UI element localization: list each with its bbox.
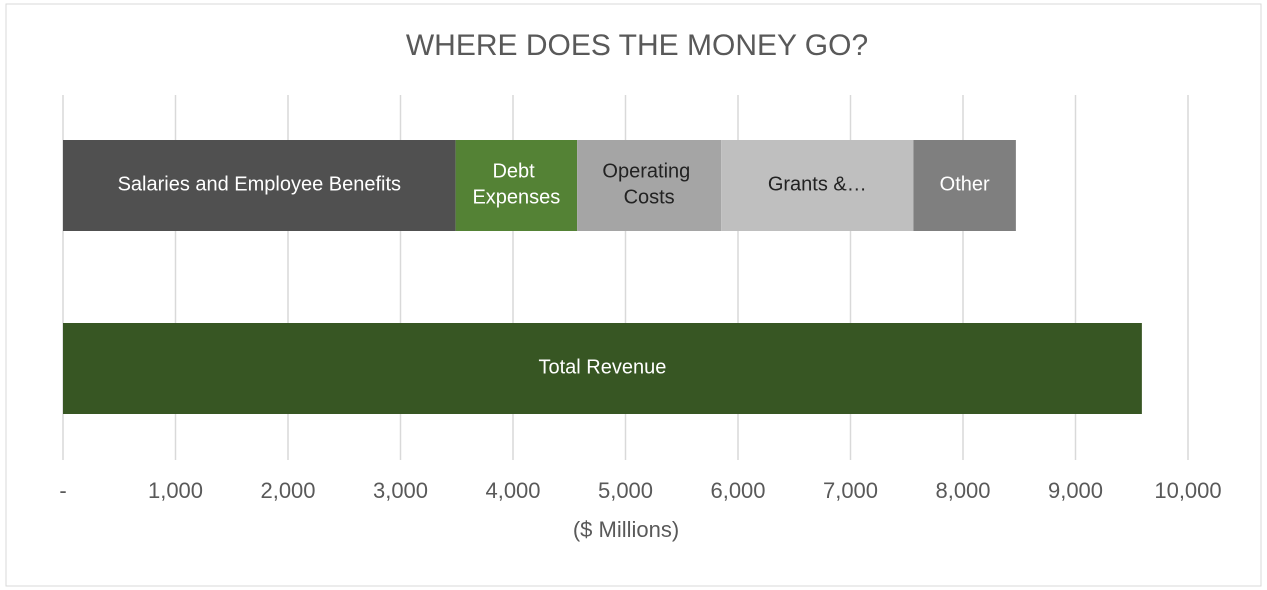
x-tick-label: 1,000	[148, 478, 203, 503]
x-tick-label: -	[59, 478, 66, 503]
segment-label: Debt Expenses	[472, 161, 560, 209]
segment-label: Salaries and Employee Benefits	[118, 174, 402, 196]
x-axis-label: ($ Millions)	[573, 517, 679, 542]
bar-segment	[721, 140, 914, 231]
bar-segment	[455, 140, 578, 231]
segment-label: Operating Costs	[602, 161, 695, 209]
segment-label: Other	[940, 174, 990, 196]
x-tick-label: 3,000	[373, 478, 428, 503]
x-tick-label: 7,000	[823, 478, 878, 503]
bar-segment	[913, 140, 1016, 231]
bar-segment	[63, 140, 456, 231]
chart-title: WHERE DOES THE MONEY GO?	[406, 29, 868, 62]
segment-label: Grants &…	[768, 174, 867, 196]
chart-border	[5, 3, 1262, 587]
bars: Salaries and Employee Benefits Debt Expen…	[63, 140, 1142, 414]
bar-segment	[577, 140, 722, 231]
segment-label: Total Revenue	[539, 357, 667, 379]
x-tick-label: 6,000	[710, 478, 765, 503]
x-tick-label: 8,000	[935, 478, 990, 503]
x-tick-label: 9,000	[1048, 478, 1103, 503]
x-tick-label: 5,000	[598, 478, 653, 503]
x-tick-label: 2,000	[260, 478, 315, 503]
x-tick-label: 4,000	[485, 478, 540, 503]
bar-segment	[63, 323, 1142, 414]
x-tick-label: 10,000	[1154, 478, 1221, 503]
